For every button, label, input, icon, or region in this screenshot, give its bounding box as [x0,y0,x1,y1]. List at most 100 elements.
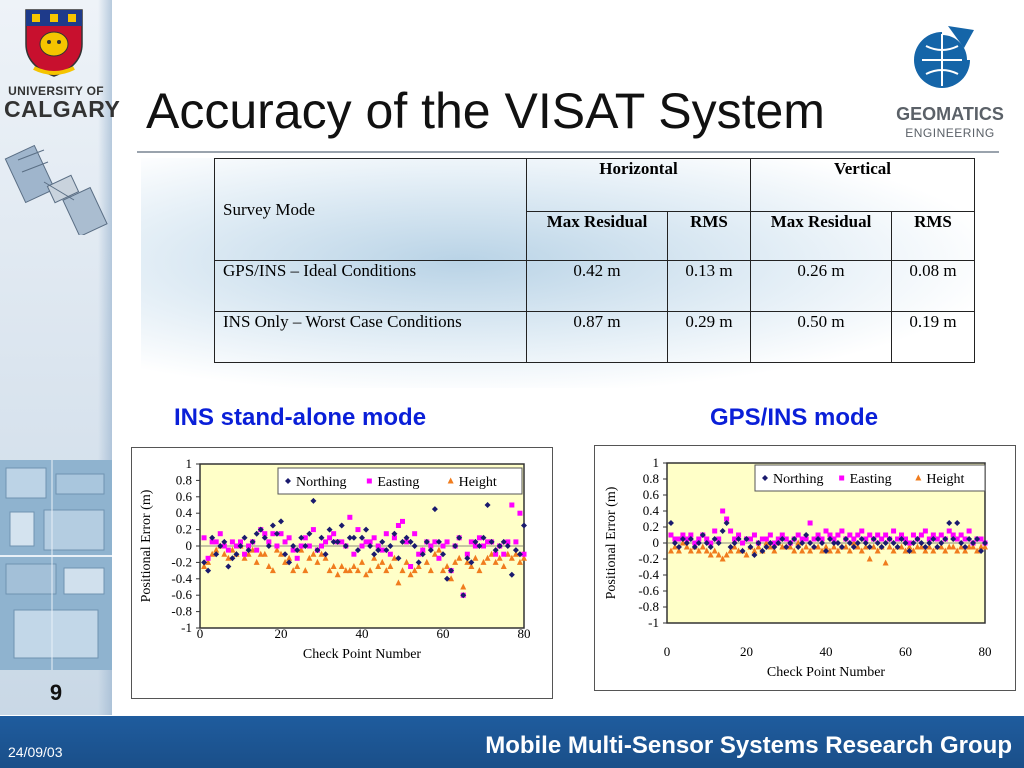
northing-point [695,540,702,546]
height-point [452,558,459,565]
y-tick-label: -0.2 [171,554,192,569]
y-tick-label: 0.2 [176,522,192,537]
easting-point [910,532,916,538]
easting-point [867,532,873,538]
northing-point [452,543,459,549]
footer-title: Mobile Multi-Sensor Systems Research Gro… [485,732,1012,759]
easting-point [807,520,813,526]
y-tick-label: -1 [648,615,659,630]
northing-point [504,543,511,549]
vertical-header: Vertical [750,158,975,212]
northing-point [862,540,869,546]
northing-point [898,536,905,542]
circuit-board-image [0,460,112,670]
northing-point [803,532,810,538]
easting-point [803,536,809,542]
row-h-max: 0.87 m [526,311,668,363]
height-point [269,567,276,574]
height-point [767,543,774,550]
height-point [488,550,495,557]
northing-point [338,522,345,529]
height-point [671,543,678,550]
height-point [407,571,414,578]
easting-point [278,531,284,537]
easting-point [509,502,515,508]
northing-point [261,534,268,541]
height-point [371,554,378,561]
easting-point [692,540,698,546]
height-point [294,563,301,569]
northing-point [225,563,232,570]
northing-point [241,534,248,541]
northing-point [480,534,487,541]
easting-point [339,539,345,545]
northing-point [787,540,794,546]
height-point [435,546,442,553]
northing-point [278,518,284,525]
northing-point [237,543,244,549]
height-point [253,558,260,565]
height-point [375,563,382,569]
northing-point [842,536,849,542]
height-point [735,547,742,554]
northing-point [379,538,386,545]
northing-point [942,536,949,542]
northing-point [811,544,818,550]
legend-marker-easting [366,478,372,484]
easting-point [282,539,288,545]
northing-point [699,532,706,538]
northing-point [363,526,370,533]
easting-point [351,551,357,557]
northing-point [779,536,786,542]
easting-point [213,539,219,545]
height-point [383,567,390,574]
height-point [978,543,985,550]
height-point [500,563,507,569]
northing-point [807,540,814,546]
northing-point [707,544,714,550]
height-point [898,543,905,550]
geomatics-name: GEOMATICS [896,104,1004,124]
easting-point [270,531,276,537]
height-point [314,558,321,565]
northing-point [229,555,236,562]
height-point [359,558,365,565]
easting-point [891,528,897,534]
northing-point [870,536,877,542]
northing-point [205,567,212,574]
height-point [862,543,869,550]
y-tick-label: -0.4 [638,567,659,582]
height-point [958,543,965,550]
height-point [440,567,446,574]
height-point [476,567,483,574]
height-point [411,567,418,574]
legend-label-height: Height [459,475,497,490]
legend-box [277,467,523,495]
northing-point [484,502,491,508]
v-max-residual-header: Max Residual [750,211,892,261]
northing-point [395,555,402,562]
northing-point [269,522,276,529]
northing-point [687,536,694,542]
northing-point [334,538,341,545]
row-h-rms: 0.29 m [667,311,751,363]
easting-point [513,539,519,545]
northing-point [359,534,365,541]
height-point [273,546,280,553]
height-point [310,550,317,557]
y-axis-label: Positional Error (m) [139,489,154,602]
easting-point [395,523,401,528]
university-crest-logo [25,9,83,77]
height-point [922,547,929,554]
northing-point [448,567,455,574]
northing-point [290,543,297,549]
y-tick-label: 0.4 [643,503,660,518]
easting-point [978,536,984,542]
northing-point [488,538,495,545]
easting-point [383,531,389,537]
height-point [763,539,770,546]
height-point [803,543,810,550]
northing-point [217,543,224,549]
northing-point [476,543,483,549]
northing-point [346,534,353,541]
